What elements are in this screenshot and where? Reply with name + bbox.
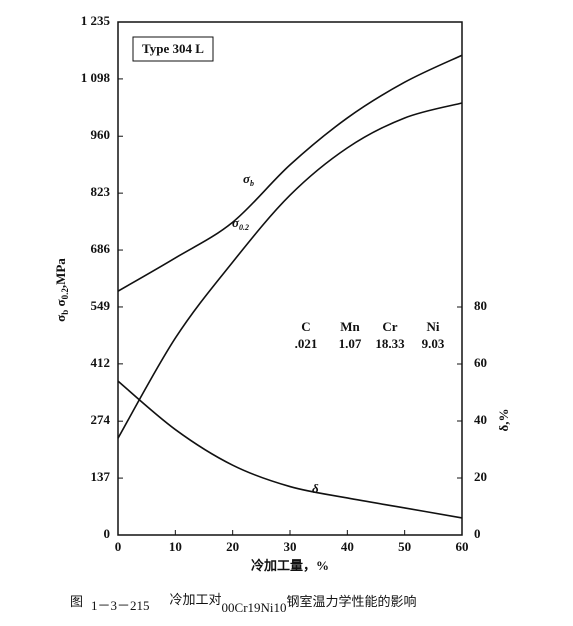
y2-tick-label: 20 — [474, 469, 487, 484]
plot-frame — [117, 21, 463, 536]
x-tick-label: 20 — [226, 539, 239, 554]
x-tick-label: 0 — [115, 539, 122, 554]
y-tick-label: 412 — [91, 355, 111, 370]
y2-tick-label: 40 — [474, 412, 487, 427]
y2-axis-label: δ,% — [496, 409, 511, 432]
y-label-part: σ — [53, 315, 68, 322]
series-label: σb — [243, 171, 254, 188]
caption-part: 00Cr19Ni10 — [222, 600, 287, 615]
series-name: σ — [232, 215, 240, 230]
y-tick-label: 823 — [91, 184, 111, 199]
composition-value: .021 — [295, 336, 318, 351]
y-tick-label: 137 — [91, 469, 111, 484]
composition-value: 9.03 — [422, 336, 445, 351]
x-tick-label: 60 — [456, 539, 469, 554]
y2-tick-label: 0 — [474, 526, 481, 541]
title-box — [132, 36, 214, 62]
y-label-part: b — [60, 310, 70, 315]
composition-value: 1.07 — [339, 336, 362, 351]
y-tick-label: 549 — [91, 298, 111, 313]
y-tick-label: 1 235 — [81, 13, 111, 28]
composition-header: Cr — [382, 319, 397, 334]
y2-tick-label: 80 — [474, 298, 487, 313]
y-tick-label: 274 — [91, 412, 111, 427]
series-name-sub: 0.2 — [239, 223, 249, 232]
caption-part: 冷加工对 — [170, 592, 222, 607]
series-label: δ — [312, 481, 319, 496]
series-name: σ — [243, 171, 251, 186]
composition-header: C — [301, 319, 310, 334]
chart-title: Type 304 L — [142, 41, 204, 56]
line — [117, 380, 463, 519]
y-label-part: σ — [53, 299, 68, 309]
y-tick-label: 1 098 — [81, 70, 111, 85]
x-tick-label: 50 — [398, 539, 411, 554]
y-label-part: ,MPa — [53, 258, 68, 288]
x-axis-label: 冷加工量，% — [251, 558, 329, 573]
x-tick-label: 30 — [284, 539, 297, 554]
y2-tick-label: 60 — [474, 355, 487, 370]
series-name-sub: b — [250, 179, 254, 188]
composition-value: 18.33 — [375, 336, 405, 351]
series-label: σ0.2 — [232, 215, 249, 232]
composition-header: Mn — [340, 319, 360, 334]
y-label-part: 0.2 — [60, 288, 70, 300]
line — [117, 54, 463, 292]
series-name: δ — [312, 481, 319, 496]
caption-part: 钢室温力学性能的影响 — [287, 594, 417, 609]
composition-header: Ni — [427, 319, 440, 334]
y-axis-label: σb σ0.2,MPa — [53, 258, 70, 322]
x-tick-label: 10 — [169, 539, 182, 554]
caption-part: 1－3－215 — [91, 598, 150, 613]
caption: 图 1－3－215 冷加工对00Cr19Ni10钢室温力学性能的影响 — [70, 592, 417, 615]
y-tick-label: 960 — [91, 127, 111, 142]
y-tick-label: 686 — [91, 241, 111, 256]
caption-part: 图 — [70, 594, 83, 609]
x-tick-label: 40 — [341, 539, 354, 554]
y-tick-label: 0 — [104, 526, 111, 541]
line — [117, 102, 463, 439]
